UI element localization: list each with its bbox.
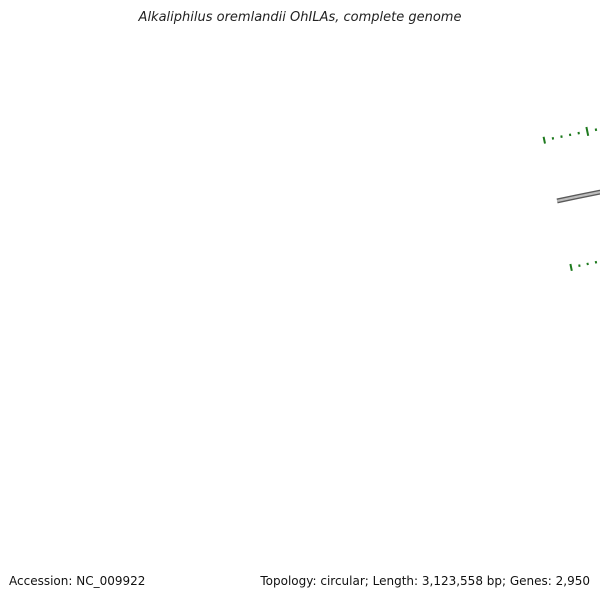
- outer-tick: [542, 136, 546, 144]
- tick-marks: [542, 126, 598, 272]
- accession-label: Accession: NC_009922: [9, 574, 146, 588]
- inner-tick: [594, 260, 598, 264]
- inner-tick: [586, 262, 589, 266]
- outer-tick: [594, 128, 598, 132]
- genome-stats-label: Topology: circular; Length: 3,123,558 bp…: [260, 574, 590, 588]
- backbone-group: [556, 189, 600, 204]
- outer-tick: [585, 126, 590, 137]
- backbone-highlight: [556, 191, 600, 202]
- map-title: Alkaliphilus oremlandii OhILAs, complete…: [138, 10, 462, 25]
- inner-tick: [569, 263, 573, 272]
- backbone-outline: [556, 189, 600, 204]
